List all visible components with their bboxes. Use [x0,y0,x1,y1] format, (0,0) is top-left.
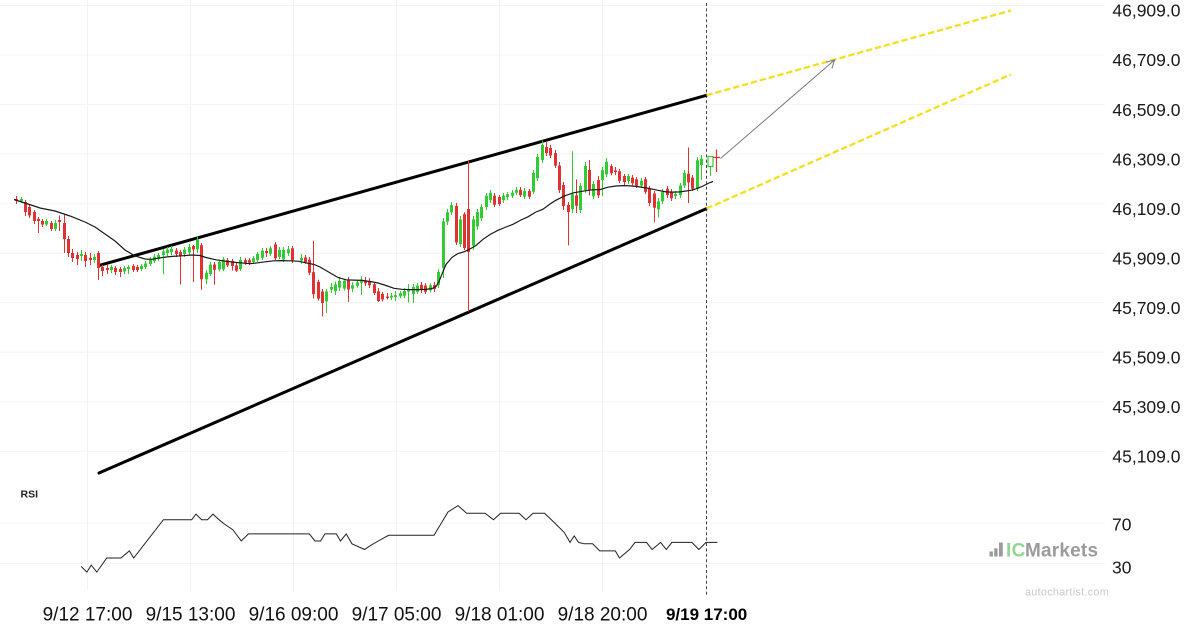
svg-text:IC: IC [1006,541,1026,562]
svg-text:9/16 09:00: 9/16 09:00 [249,604,339,625]
svg-text:9/19 17:00: 9/19 17:00 [666,605,747,624]
svg-text:46,909.0: 46,909.0 [1112,1,1180,21]
svg-text:46,509.0: 46,509.0 [1112,100,1180,120]
svg-text:45,709.0: 45,709.0 [1112,298,1180,318]
svg-text:30: 30 [1112,558,1132,578]
svg-text:9/12 17:00: 9/12 17:00 [43,604,133,625]
svg-text:70: 70 [1112,515,1132,535]
svg-text:9/17 05:00: 9/17 05:00 [352,604,442,625]
svg-text:45,309.0: 45,309.0 [1112,397,1180,417]
svg-text:Markets: Markets [1025,541,1098,562]
svg-text:9/15 13:00: 9/15 13:00 [146,604,236,625]
svg-text:45,509.0: 45,509.0 [1112,348,1180,368]
svg-text:46,109.0: 46,109.0 [1112,199,1180,219]
svg-text:9/18 01:00: 9/18 01:00 [455,604,545,625]
svg-text:46,709.0: 46,709.0 [1112,50,1180,70]
svg-text:45,909.0: 45,909.0 [1112,248,1180,268]
svg-text:46,309.0: 46,309.0 [1112,149,1180,169]
svg-text:autochartist.com: autochartist.com [1025,587,1109,599]
svg-text:RSI: RSI [21,489,39,501]
svg-text:45,109.0: 45,109.0 [1112,447,1180,467]
svg-text:9/18 20:00: 9/18 20:00 [558,604,648,625]
